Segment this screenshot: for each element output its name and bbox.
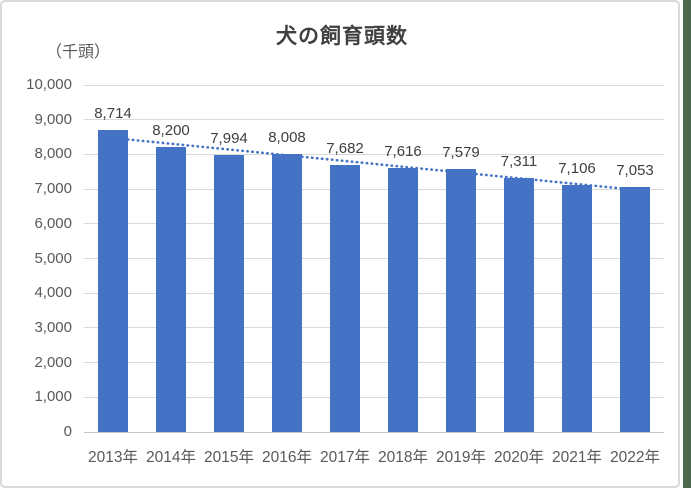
y-axis-tick-label: 9,000	[34, 110, 72, 128]
gridline	[84, 153, 664, 155]
data-label: 7,053	[616, 162, 654, 180]
gridline	[84, 188, 664, 190]
x-axis-tick-label: 2019年	[436, 449, 486, 466]
gridline	[84, 327, 664, 329]
y-axis-tick-label: 10,000	[26, 76, 72, 93]
gridline	[84, 119, 664, 121]
bar-2017年[interactable]	[330, 165, 360, 432]
bar-column: 7,106	[548, 85, 606, 432]
trendline[interactable]	[111, 136, 637, 192]
data-label: 7,579	[442, 144, 480, 162]
data-label: 8,200	[152, 122, 190, 140]
bar-2018年[interactable]	[388, 167, 418, 432]
bar-column: 8,200	[142, 85, 200, 432]
x-axis-tick-label: 2016年	[262, 449, 312, 466]
gridline	[84, 362, 664, 364]
y-axis-unit-label: （千頭）	[46, 44, 111, 61]
y-axis-tick-label: 5,000	[34, 249, 72, 267]
y-axis-tick-label: 6,000	[34, 214, 72, 232]
x-axis-tick-label: 2021年	[552, 449, 602, 466]
x-axis-tick-label: 2017年	[320, 449, 370, 466]
data-label: 8,008	[268, 129, 306, 147]
bar-2021年[interactable]	[562, 185, 592, 432]
x-axis-tick-label: 2013年	[88, 449, 138, 466]
bar-2019年[interactable]	[446, 169, 476, 432]
bar-column: 7,994	[200, 85, 258, 432]
bar-column: 7,053	[606, 85, 664, 432]
y-axis-tick-label: 0	[63, 423, 72, 440]
data-label: 8,714	[94, 104, 132, 122]
x-axis-tick-label: 2014年	[146, 449, 196, 466]
plot-area: 8,714 8,200 7,994 8,008 7,682 7,616 7,579 7,311…	[84, 84, 664, 433]
y-axis-tick-label: 3,000	[34, 318, 72, 336]
trendline-layer	[111, 136, 637, 192]
x-axis-tick-label: 2018年	[378, 449, 428, 466]
data-label: 7,994	[210, 129, 248, 147]
bar-2013年[interactable]	[98, 129, 128, 432]
bar-2022年[interactable]	[620, 187, 650, 432]
gridline	[84, 84, 664, 86]
gridline	[84, 223, 664, 225]
bar-column: 7,682	[316, 85, 374, 432]
gridline	[84, 396, 664, 398]
bar-column: 7,579	[432, 85, 490, 432]
bar-2016年[interactable]	[272, 154, 302, 432]
data-label: 7,311	[500, 153, 538, 171]
bar-column: 8,714	[84, 85, 142, 432]
x-axis-tick-label: 2020年	[494, 449, 544, 466]
bar-2014年[interactable]	[156, 147, 186, 432]
y-axis-tick-label: 2,000	[34, 353, 72, 371]
gridline	[84, 258, 664, 259]
x-axis-tick-label: 2022年	[610, 449, 660, 466]
chart-title[interactable]: 犬の飼育頭数	[276, 25, 408, 48]
y-axis-tick-label: 1,000	[34, 388, 72, 406]
bar-2015年[interactable]	[214, 154, 244, 432]
data-label: 7,682	[326, 140, 364, 158]
gridline	[84, 292, 664, 294]
bar-column: 7,311	[490, 85, 548, 432]
y-axis-tick-label: 4,000	[34, 284, 72, 302]
data-label: 7,106	[558, 160, 596, 178]
y-axis-tick-label: 7,000	[34, 180, 72, 198]
x-axis-tick-label: 2015年	[204, 449, 254, 466]
x-axis-line	[84, 432, 664, 433]
worksheet-background-strip	[683, 0, 691, 488]
bar-column: 7,616	[374, 85, 432, 432]
data-label: 7,616	[384, 142, 422, 160]
y-axis-tick-label: 8,000	[34, 145, 72, 163]
bar-2020年[interactable]	[504, 178, 534, 432]
bar-column: 8,008	[258, 85, 316, 432]
